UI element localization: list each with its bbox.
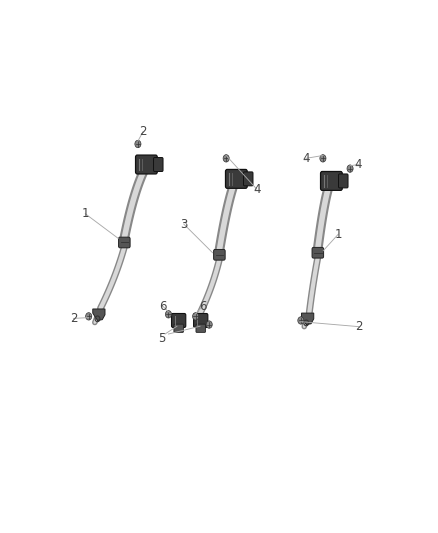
FancyBboxPatch shape [339, 174, 348, 188]
FancyBboxPatch shape [226, 169, 247, 188]
Circle shape [320, 155, 326, 162]
FancyBboxPatch shape [172, 313, 186, 327]
Text: 4: 4 [355, 158, 362, 171]
Text: 1: 1 [81, 207, 89, 220]
FancyBboxPatch shape [194, 313, 208, 327]
Circle shape [347, 165, 353, 172]
Polygon shape [93, 309, 105, 320]
Circle shape [223, 155, 229, 162]
Text: 5: 5 [158, 333, 166, 345]
Circle shape [86, 313, 92, 320]
FancyBboxPatch shape [135, 155, 157, 174]
Circle shape [166, 311, 172, 318]
FancyBboxPatch shape [174, 324, 184, 333]
FancyBboxPatch shape [214, 249, 225, 260]
Text: 2: 2 [355, 320, 362, 333]
Circle shape [135, 140, 141, 148]
FancyBboxPatch shape [244, 172, 253, 186]
Text: 1: 1 [335, 228, 342, 241]
Text: 2: 2 [70, 312, 77, 325]
FancyBboxPatch shape [321, 172, 342, 190]
FancyBboxPatch shape [196, 324, 205, 333]
Circle shape [193, 313, 199, 320]
Text: 3: 3 [180, 217, 187, 230]
Text: 4: 4 [253, 183, 261, 196]
FancyBboxPatch shape [154, 158, 163, 172]
Circle shape [298, 317, 304, 324]
FancyBboxPatch shape [119, 237, 130, 248]
Text: 4: 4 [302, 152, 310, 165]
Polygon shape [301, 313, 314, 325]
Text: 2: 2 [139, 125, 147, 138]
Text: 6: 6 [199, 300, 206, 312]
Text: 6: 6 [159, 300, 166, 312]
FancyBboxPatch shape [312, 247, 324, 258]
Circle shape [206, 321, 212, 328]
